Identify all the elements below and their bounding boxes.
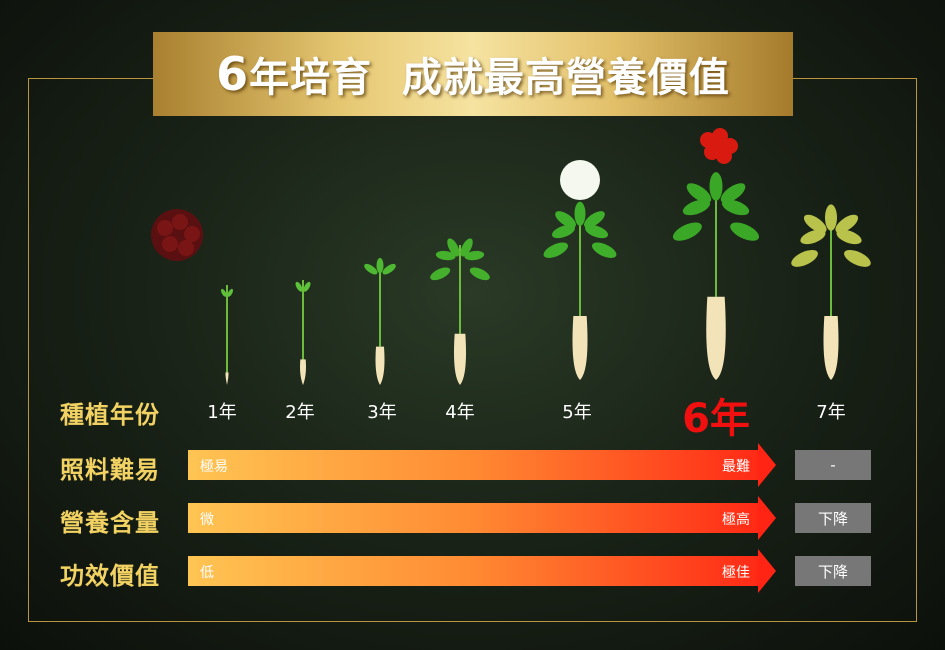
nutrition-arrow: 微 極高 — [188, 496, 776, 540]
high-label: 極佳 — [722, 565, 750, 581]
year-6-highlight: 6年 — [682, 396, 750, 442]
care-difficulty-arrow: 極易 最難 — [188, 443, 776, 487]
efficacy-7yr: 下降 — [795, 556, 871, 586]
row-label-care-difficulty: 照料難易 — [60, 456, 160, 484]
row-label-planting-years: 種植年份 — [60, 401, 160, 429]
low-label: 微 — [200, 512, 214, 528]
nutrition-7yr: 下降 — [795, 503, 871, 533]
ginseng-berries — [700, 128, 738, 164]
ginseng-plant-4 — [220, 238, 490, 385]
year-3: 3年 — [367, 402, 397, 423]
title-banner: 6 年培育 成就最高營養價值 — [153, 32, 793, 116]
care-difficulty-7yr: - — [795, 450, 871, 480]
title-text: 年培育 成就最高營養價值 — [249, 55, 730, 101]
high-label: 最難 — [722, 459, 750, 475]
ginseng-plant-3 — [220, 257, 396, 385]
year-7: 7年 — [816, 402, 846, 423]
year-1: 1年 — [207, 402, 237, 423]
efficacy-arrow: 低 極佳 — [188, 549, 776, 593]
ginseng-plant-6 — [220, 172, 760, 385]
berry-cluster-left — [151, 209, 203, 261]
ginseng-plant-1 — [220, 285, 234, 385]
row-label-nutrition: 營養含量 — [60, 509, 160, 537]
ginseng-plant-7 — [220, 172, 871, 385]
low-label: 極易 — [200, 459, 228, 475]
plants — [220, 128, 871, 385]
year-2: 2年 — [285, 402, 315, 423]
title-number: 6 — [216, 47, 250, 101]
ginseng-plant-2 — [220, 280, 311, 385]
low-label: 低 — [200, 565, 214, 581]
year-5: 5年 — [562, 402, 592, 423]
row-label-efficacy: 功效價值 — [60, 562, 160, 590]
ginseng-plant-5 — [220, 201, 617, 385]
high-label: 極高 — [722, 512, 750, 528]
ginseng-flower — [560, 160, 600, 200]
year-4: 4年 — [445, 402, 475, 423]
